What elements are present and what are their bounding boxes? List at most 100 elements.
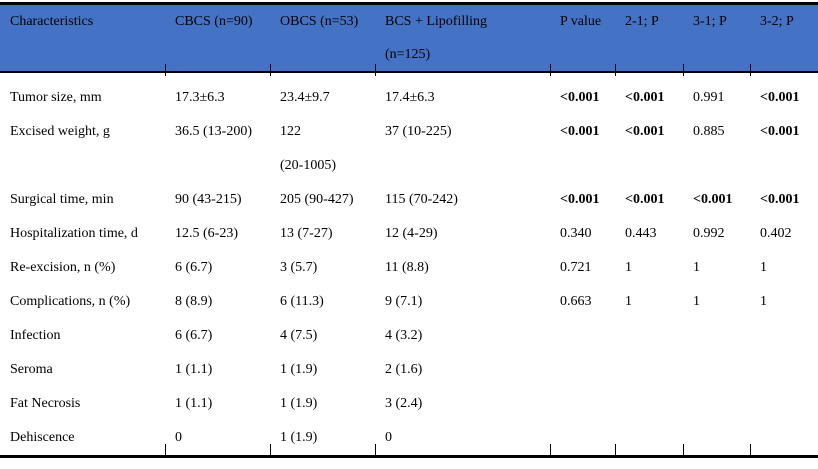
value-cell: 36.5 (13-200) [175, 124, 252, 139]
value-cell [750, 319, 818, 353]
value-cell [615, 353, 683, 387]
row-label-cell: Hospitalization time, d [10, 226, 138, 241]
value-cell: 0.721 [560, 260, 592, 275]
col-header-obcs: OBCS (n=53) [270, 3, 375, 73]
value-cell: 13 (7-27) [280, 226, 333, 241]
value-cell: 1 [760, 294, 767, 309]
value-cell [750, 353, 818, 387]
value-cell: 1 [625, 260, 632, 275]
column-separator-tick [615, 444, 616, 456]
row-label-cell: Re-excision, n (%) [10, 260, 116, 275]
row-label-cell: Surgical time, min [10, 192, 114, 207]
value-cell: <0.001 [760, 90, 800, 105]
value-cell: 0.663 [560, 294, 592, 309]
col-header-characteristics: Characteristics [0, 3, 165, 73]
value-cell: 1 [625, 294, 632, 309]
value-cell: 0.991 [693, 90, 725, 105]
value-cell: 0.885 [693, 124, 725, 139]
column-separator-tick [165, 444, 166, 456]
column-separator-tick [683, 64, 684, 76]
row-label-cell: Fat Necrosis [10, 396, 81, 411]
value-cell [750, 421, 818, 457]
table-row: Surgical time, min 90 (43-215) 205 (90-427… [0, 183, 818, 217]
value-cell [615, 421, 683, 457]
col-header-cbcs: CBCS (n=90) [165, 3, 270, 73]
table-row: Tumor size, mm 17.3±6.3 23.4±9.7 17.4±6.3 <0… [0, 72, 818, 115]
value-cell [683, 353, 750, 387]
table-row: Hospitalization time, d 12.5 (6-23) 13 (7-… [0, 217, 818, 251]
table-row: Complications, n (%) 8 (8.9) 6 (11.3) 9 (7.… [0, 285, 818, 319]
header-row: Characteristics CBCS (n=90) OBCS (n=53) … [0, 3, 818, 73]
value-cell: <0.001 [625, 90, 665, 105]
row-label-cell: Tumor size, mm [10, 90, 102, 105]
characteristics-comparison-table: Characteristics CBCS (n=90) OBCS (n=53) … [0, 2, 818, 458]
value-cell: 0.992 [693, 226, 725, 241]
value-cell: 6 (6.7) [175, 260, 213, 275]
table-body: Tumor size, mm 17.3±6.3 23.4±9.7 17.4±6.3 <0… [0, 72, 818, 457]
value-cell: 1 (1.9) [280, 396, 318, 411]
table-row: Excised weight, g 36.5 (13-200) 122 (20-10… [0, 115, 818, 183]
value-cell: 12 (4-29) [385, 226, 438, 241]
column-separator-tick [683, 444, 684, 456]
value-cell: 8 (8.9) [175, 294, 213, 309]
value-cell: 122 (20-1005) [280, 124, 336, 173]
value-cell: 3 (2.4) [385, 396, 423, 411]
value-cell: <0.001 [625, 192, 665, 207]
value-cell: 3 (5.7) [280, 260, 318, 275]
col-header-p-2-1: 2-1; P [615, 3, 683, 73]
value-cell: 23.4±9.7 [280, 90, 330, 105]
value-cell: 90 (43-215) [175, 192, 242, 207]
value-cell: <0.001 [625, 124, 665, 139]
value-cell: <0.001 [760, 192, 800, 207]
value-cell: 1 [760, 260, 767, 275]
value-cell: 0.443 [625, 226, 657, 241]
column-separator-tick [750, 64, 751, 76]
row-label-cell: Seroma [10, 362, 53, 377]
column-separator-tick [270, 64, 271, 76]
row-label-cell: Complications, n (%) [10, 294, 131, 309]
value-cell [683, 387, 750, 421]
value-cell [550, 421, 615, 457]
value-cell: 115 (70-242) [385, 192, 458, 207]
table-row: Re-excision, n (%) 6 (6.7) 3 (5.7) 11 (8.8)… [0, 251, 818, 285]
value-cell: 6 (6.7) [175, 328, 213, 343]
value-cell: 205 (90-427) [280, 192, 354, 207]
column-separator-tick [375, 444, 376, 456]
value-cell: <0.001 [560, 192, 600, 207]
value-cell [550, 387, 615, 421]
value-cell: 1 [693, 260, 700, 275]
table-row: Fat Necrosis 1 (1.1) 1 (1.9) 3 (2.4) [0, 387, 818, 421]
column-separator-tick [375, 64, 376, 76]
column-separator-tick [270, 444, 271, 456]
value-cell: 1 (1.9) [280, 362, 318, 377]
value-cell: 6 (11.3) [280, 294, 324, 309]
value-cell: 4 (3.2) [385, 328, 423, 343]
value-cell [683, 319, 750, 353]
value-cell: 0.340 [560, 226, 592, 241]
value-cell: <0.001 [560, 90, 600, 105]
column-separator-tick [615, 64, 616, 76]
value-cell: <0.001 [760, 124, 800, 139]
value-cell [615, 319, 683, 353]
value-cell [550, 353, 615, 387]
value-cell: 1 (1.1) [175, 362, 213, 377]
value-cell [615, 387, 683, 421]
value-cell: 0 [175, 430, 182, 445]
value-cell: 9 (7.1) [385, 294, 423, 309]
value-cell: 2 (1.6) [385, 362, 423, 377]
value-cell: <0.001 [560, 124, 600, 139]
column-separator-tick [165, 64, 166, 76]
value-cell [550, 319, 615, 353]
value-cell: 1 (1.9) [280, 430, 318, 445]
table-header: Characteristics CBCS (n=90) OBCS (n=53) … [0, 3, 818, 73]
column-separator-tick [550, 64, 551, 76]
table-row: Infection 6 (6.7) 4 (7.5) 4 (3.2) [0, 319, 818, 353]
row-label-cell: Excised weight, g [10, 124, 110, 139]
value-cell: <0.001 [693, 192, 733, 207]
col-header-p-3-2: 3-2; P [750, 3, 818, 73]
col-header-p-value: P value [550, 3, 615, 73]
table-row: Dehiscence 0 1 (1.9) 0 [0, 421, 818, 457]
value-cell: 17.3±6.3 [175, 90, 225, 105]
value-cell [750, 387, 818, 421]
